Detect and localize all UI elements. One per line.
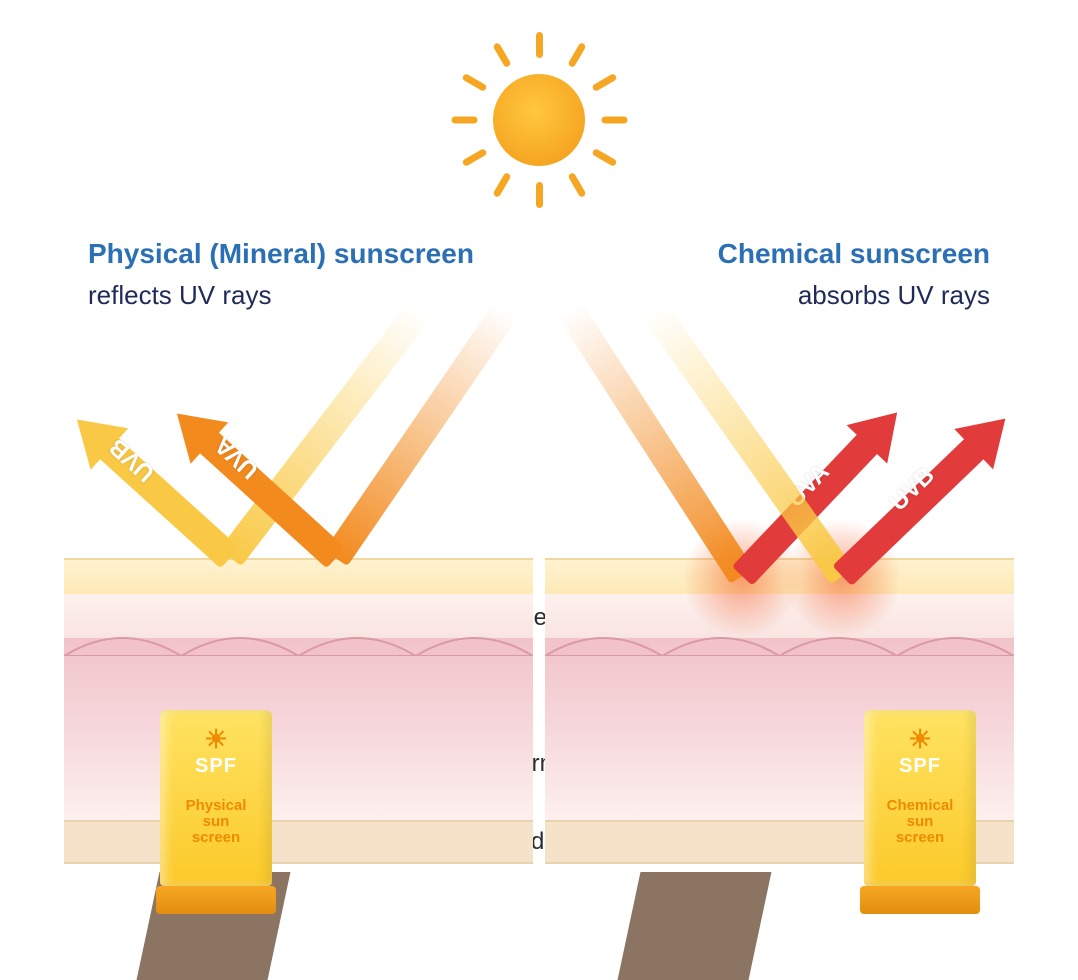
tube-sun-icon: ☀ (864, 724, 976, 755)
tube-type-label: Chemicalsunscreen (864, 798, 976, 845)
tube-spf-label: SPF (160, 755, 272, 778)
right-subtitle: absorbs UV rays (798, 280, 990, 311)
tube-spf-label: SPF (864, 755, 976, 778)
sun-icon (451, 32, 627, 208)
tube-sun-icon: ☀ (160, 724, 272, 755)
left-title: Physical (Mineral) sunscreen (88, 238, 474, 270)
left-subtitle: reflects UV rays (88, 280, 272, 311)
diagram-canvas: Physical (Mineral) sunscreen reflects UV… (0, 0, 1078, 980)
tube-type-label: Physicalsunscreen (160, 798, 272, 845)
right-title: Chemical sunscreen (718, 238, 990, 270)
